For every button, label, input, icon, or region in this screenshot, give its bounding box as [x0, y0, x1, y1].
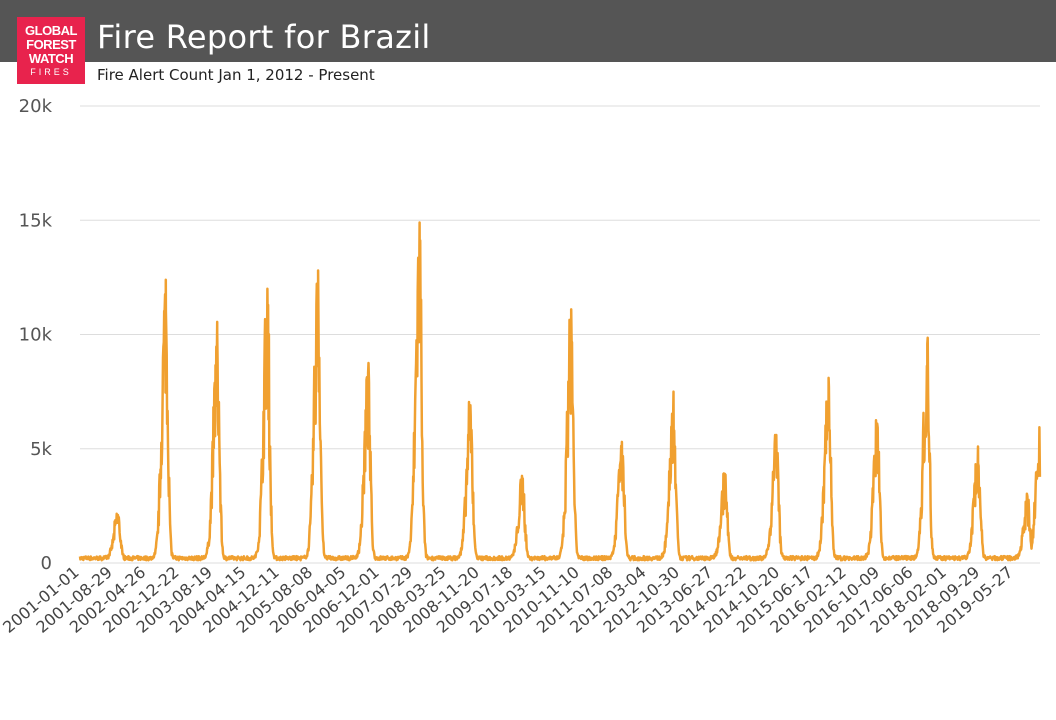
page-title: Fire Report for Brazil [97, 18, 431, 56]
logo-line-4: FIRES [30, 66, 72, 77]
logo-line-3: WATCH [28, 50, 74, 66]
y-axis-ticks: 0 5k 10k 15k 20k [19, 96, 53, 574]
chart-subtitle: Fire Alert Count Jan 1, 2012 - Present [97, 66, 375, 84]
logo-line-2: FOREST [26, 36, 76, 52]
y-tick-label: 0 [41, 553, 52, 574]
y-tick-label: 20k [19, 96, 53, 117]
y-tick-label: 15k [19, 210, 53, 231]
y-tick-label: 5k [30, 439, 52, 460]
header-bar [0, 0, 1056, 62]
gfw-fires-logo[interactable]: GLOBAL FOREST WATCH FIRES [17, 17, 85, 84]
y-tick-label: 10k [19, 325, 53, 346]
series-layer [78, 221, 1042, 562]
logo-line-1: GLOBAL [25, 22, 77, 38]
grid-lines [80, 105, 1040, 564]
fire-alert-series-line [78, 221, 1042, 562]
x-axis-ticks: 2001-01-012001-08-292002-04-262002-12-22… [0, 563, 1017, 637]
